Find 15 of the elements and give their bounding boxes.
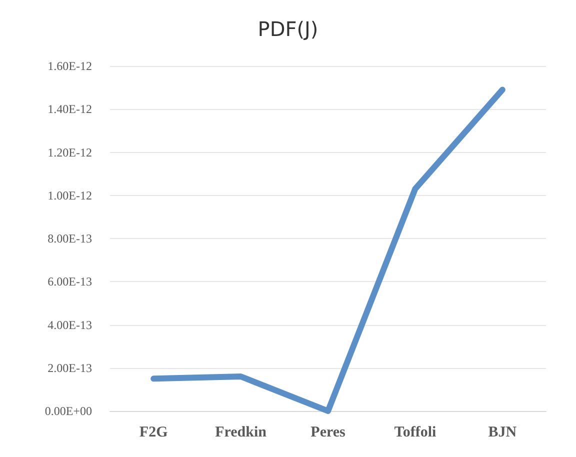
y-tick-label: 1.00E-12 — [48, 188, 92, 202]
y-tick-label: 1.60E-12 — [48, 59, 92, 73]
x-tick-label: Toffoli — [394, 424, 436, 440]
y-tick-label: 4.00E-13 — [48, 318, 92, 332]
x-tick-label: F2G — [139, 424, 168, 440]
y-tick-label: 6.00E-13 — [48, 274, 92, 289]
y-tick-label: 1.20E-12 — [48, 145, 92, 160]
chart-title: PDF(J) — [258, 17, 318, 41]
y-tick-label: 2.00E-13 — [48, 360, 92, 375]
x-tick-label: Peres — [310, 424, 346, 440]
y-tick-label: 8.00E-13 — [48, 232, 92, 246]
x-tick-label: Fredkin — [215, 424, 268, 440]
y-tick-label: 1.40E-12 — [48, 102, 92, 116]
y-tick-label: 0.00E+00 — [44, 404, 92, 418]
x-tick-label: BJN — [488, 424, 517, 440]
